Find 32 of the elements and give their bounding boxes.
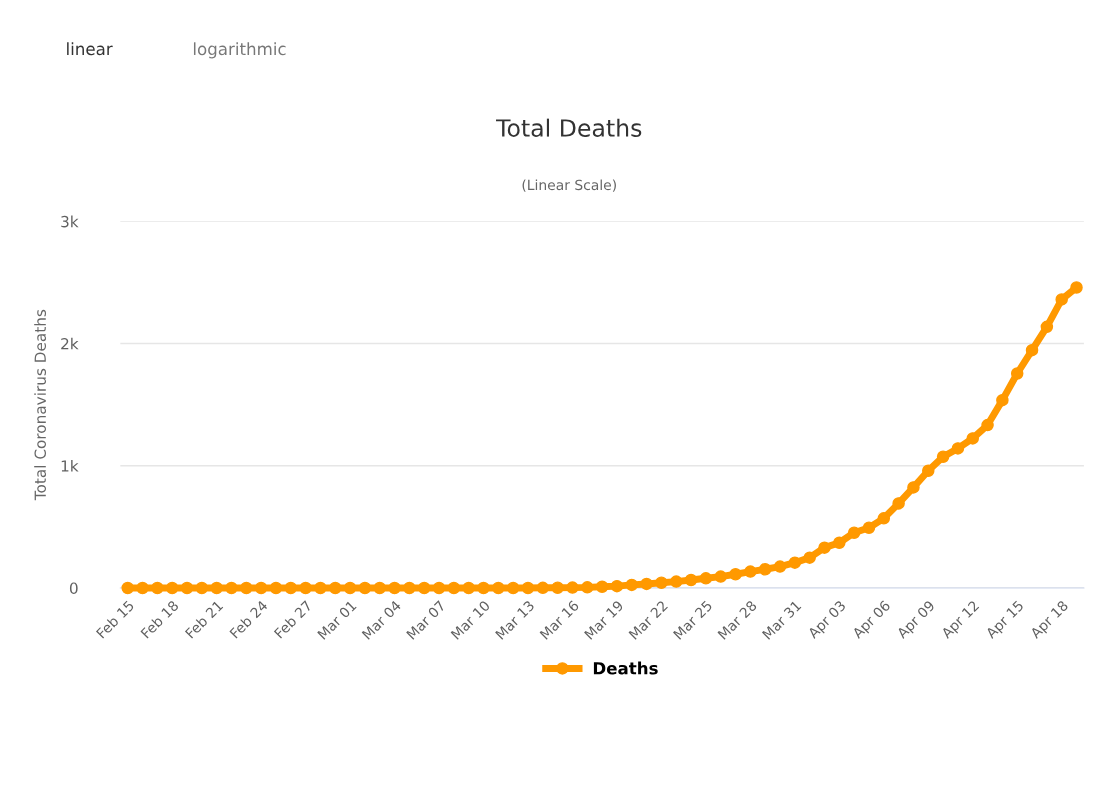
x-tick-label: Mar 31 [761, 600, 802, 640]
x-tick-label: Feb 27 [273, 599, 313, 639]
chart-subtitle: (Linear Scale) [522, 179, 616, 192]
x-tick-label: Mar 10 [450, 599, 491, 640]
text: linear [67, 42, 113, 56]
x-tick-label: Mar 07 [406, 600, 446, 640]
x-tick-label: Apr 18 [1029, 599, 1071, 642]
x-tick-label: Apr 09 [895, 599, 938, 642]
x-tick-label: Feb 21 [184, 599, 224, 639]
x-tick-label: Mar 28 [717, 599, 758, 640]
x-tick-label: Mar 22 [628, 600, 669, 640]
x-tick-label: Feb 24 [229, 599, 269, 639]
x-tick-label: Feb 18 [140, 599, 180, 639]
legend-label: Deaths [593, 661, 658, 675]
y-axis-title: Total Coronavirus Deaths [34, 309, 47, 501]
x-tick-label: Mar 16 [539, 599, 580, 640]
text: logarithmic [193, 42, 286, 59]
x-tick-label: Feb 15 [95, 599, 135, 639]
x-tick-label: Mar 01 [317, 600, 357, 640]
x-tick-label: Mar 13 [494, 600, 535, 640]
chart-title: Total Deaths [496, 118, 642, 137]
x-tick-label: Apr 15 [984, 600, 1026, 642]
y-tick-label: 0 [69, 582, 78, 594]
x-tick-label: Apr 12 [940, 600, 982, 642]
y-tick-label: 2k [61, 337, 79, 350]
y-tick-label: 3k [61, 215, 79, 228]
x-tick-label: Mar 25 [672, 600, 713, 640]
x-tick-label: Mar 19 [583, 599, 624, 640]
x-tick-label: Apr 06 [851, 599, 893, 642]
y-tick-label: 1k [61, 459, 79, 472]
x-tick-label: Mar 04 [361, 599, 402, 640]
x-tick-label: Apr 03 [806, 600, 849, 642]
